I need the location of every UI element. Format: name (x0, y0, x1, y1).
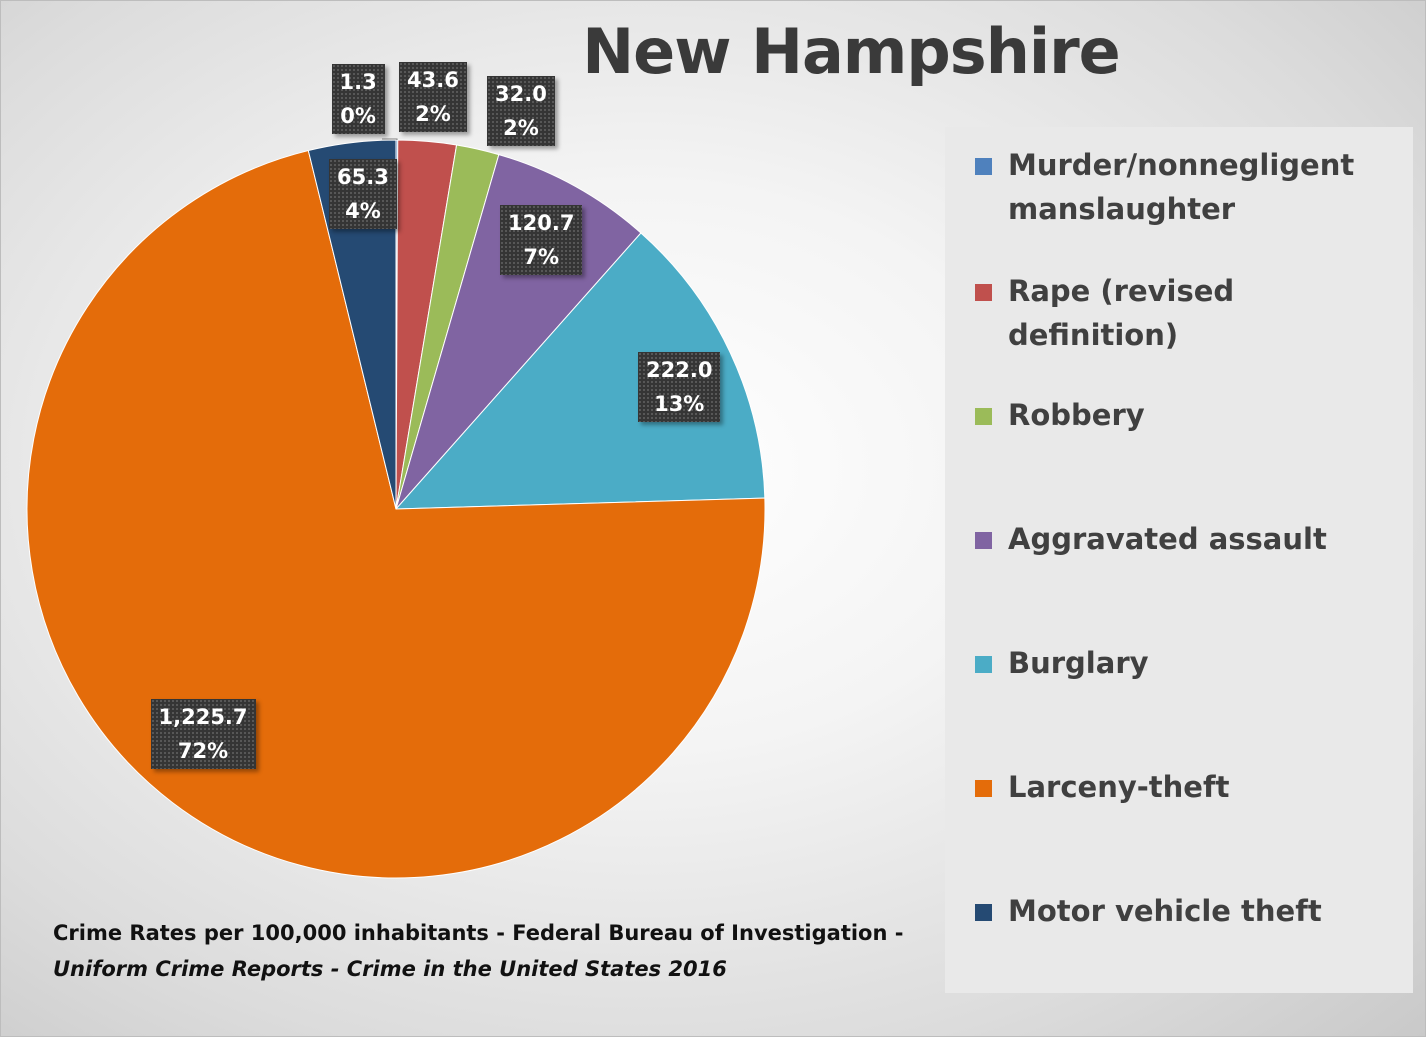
data-label-percent: 7% (523, 245, 560, 269)
legend-item: Aggravated assault (975, 517, 1408, 561)
pie-slice-4 (394, 232, 766, 510)
legend-label: Motor vehicle theft (1008, 894, 1322, 928)
legend-swatch-icon (975, 904, 992, 921)
legend-item: Motor vehicle theft (975, 889, 1408, 933)
source-note: Crime Rates per 100,000 inhabitants - Fe… (53, 915, 913, 987)
legend: Murder/nonnegligent manslaughter Rape (re… (945, 127, 1413, 993)
legend-swatch-icon (975, 284, 992, 301)
legend-label: Rape (revised definition) (1008, 274, 1235, 352)
data-label-value: 120.7 (508, 211, 575, 235)
data-label-value: 1,225.7 (158, 705, 248, 729)
chart-title: New Hampshire (582, 15, 1120, 88)
legend-label: Burglary (1008, 646, 1149, 680)
legend-label: Aggravated assault (1008, 522, 1327, 556)
data-label-0: 1.3 0% (331, 64, 385, 134)
data-label-5: 1,225.7 72% (150, 699, 256, 769)
data-label-6: 65.3 4% (329, 159, 397, 229)
data-label-percent: 4% (345, 199, 381, 223)
data-label-value: 32.0 (495, 82, 547, 106)
data-label-percent: 72% (177, 739, 229, 763)
legend-swatch-icon (975, 158, 992, 175)
pie-slice-5 (26, 149, 766, 879)
legend-swatch-icon (975, 532, 992, 549)
legend-item: Robbery (975, 393, 1408, 437)
leader-line (382, 138, 398, 140)
legend-swatch-icon (975, 408, 992, 425)
data-label-percent: 0% (340, 104, 376, 128)
pie-slices (26, 138, 766, 879)
legend-swatch-icon (975, 780, 992, 797)
data-label-value: 43.6 (407, 68, 459, 92)
data-label-value: 1.3 (339, 70, 377, 94)
source-text-italic: Uniform Crime Reports - Crime in the Uni… (53, 957, 727, 981)
data-label-percent: 13% (654, 392, 705, 416)
pie-slice-6 (307, 139, 397, 510)
data-label-2: 32.0 2% (487, 76, 555, 146)
data-label-percent: 2% (415, 102, 451, 126)
legend-item: Murder/nonnegligent manslaughter (975, 143, 1408, 231)
legend-item: Larceny-theft (975, 765, 1408, 809)
data-label-4: 222.0 13% (638, 352, 721, 422)
data-label-percent: 2% (503, 116, 539, 140)
data-label-3: 120.7 7% (500, 205, 583, 275)
legend-label: Larceny-theft (1008, 770, 1230, 804)
legend-label: Murder/nonnegligent manslaughter (1008, 148, 1355, 226)
legend-item: Rape (revised definition) (975, 269, 1408, 357)
data-label-value: 222.0 (646, 358, 713, 382)
data-label-value: 65.3 (337, 165, 389, 189)
legend-item: Burglary (975, 641, 1408, 685)
data-label-1: 43.6 2% (399, 62, 467, 132)
legend-swatch-icon (975, 656, 992, 673)
legend-label: Robbery (1008, 398, 1145, 432)
source-text: Crime Rates per 100,000 inhabitants - Fe… (53, 921, 904, 945)
